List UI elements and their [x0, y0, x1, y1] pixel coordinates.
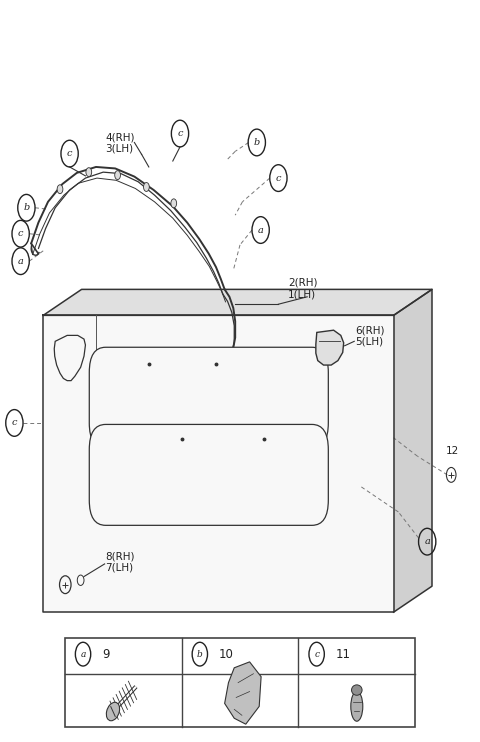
- Circle shape: [115, 171, 120, 180]
- Text: b: b: [197, 650, 203, 659]
- Ellipse shape: [351, 692, 363, 721]
- Circle shape: [57, 185, 63, 194]
- Text: 8(RH): 8(RH): [106, 552, 135, 562]
- Text: c: c: [314, 650, 319, 659]
- Text: 5(LH): 5(LH): [355, 337, 384, 347]
- Text: 9: 9: [102, 648, 110, 660]
- Circle shape: [86, 168, 92, 177]
- Bar: [65, 638, 415, 727]
- Polygon shape: [225, 662, 261, 724]
- Text: 2(RH): 2(RH): [288, 278, 317, 288]
- Text: a: a: [18, 257, 24, 266]
- Ellipse shape: [351, 685, 362, 695]
- Text: 1(LH): 1(LH): [288, 289, 316, 299]
- Text: 10: 10: [219, 648, 234, 660]
- Text: c: c: [18, 229, 24, 238]
- Text: c: c: [12, 418, 17, 427]
- Circle shape: [171, 199, 177, 208]
- FancyBboxPatch shape: [89, 424, 328, 525]
- Circle shape: [144, 183, 149, 191]
- Polygon shape: [43, 315, 394, 612]
- Text: 7(LH): 7(LH): [106, 563, 134, 573]
- Text: 12: 12: [445, 447, 459, 456]
- Text: c: c: [67, 149, 72, 158]
- Polygon shape: [394, 289, 432, 612]
- Text: c: c: [276, 174, 281, 183]
- Polygon shape: [54, 335, 85, 381]
- Text: c: c: [177, 129, 183, 138]
- Polygon shape: [43, 289, 432, 315]
- Text: 3(LH): 3(LH): [106, 144, 134, 154]
- Ellipse shape: [107, 702, 120, 720]
- Text: b: b: [253, 138, 260, 147]
- Text: a: a: [80, 650, 86, 659]
- Text: a: a: [424, 537, 430, 546]
- FancyBboxPatch shape: [89, 347, 328, 448]
- Polygon shape: [316, 330, 344, 365]
- Text: 4(RH): 4(RH): [106, 133, 135, 142]
- Text: a: a: [258, 226, 264, 234]
- Text: 11: 11: [336, 648, 351, 660]
- Text: b: b: [23, 203, 30, 212]
- Text: 6(RH): 6(RH): [355, 326, 384, 335]
